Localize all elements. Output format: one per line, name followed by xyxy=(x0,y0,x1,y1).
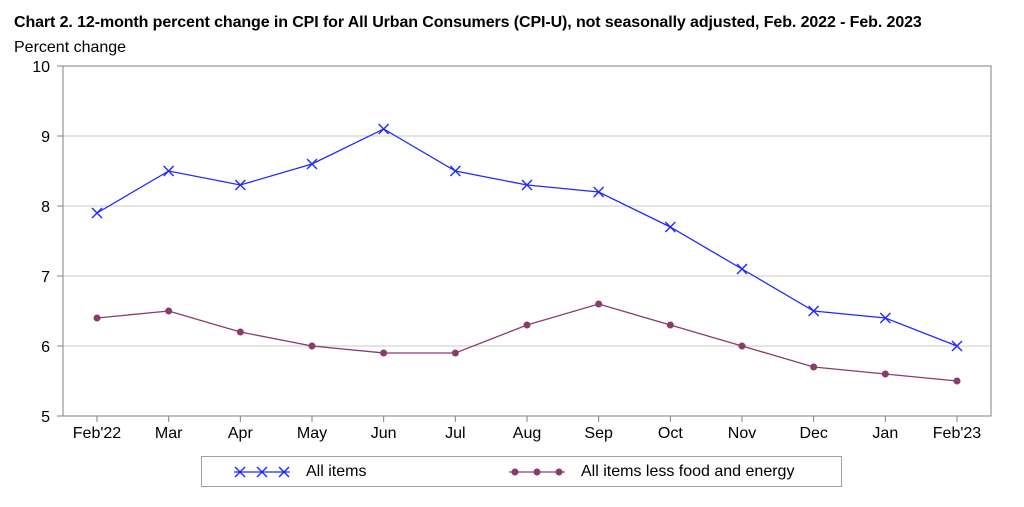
x-tick-label: Feb'22 xyxy=(73,425,122,442)
data-point-all-items xyxy=(306,158,318,170)
series-line-core xyxy=(96,303,958,382)
data-point-core xyxy=(666,321,674,329)
data-point-all-items xyxy=(808,305,820,317)
data-point-core xyxy=(881,370,889,378)
legend-marker-dot-icon xyxy=(509,468,565,475)
data-point-all-items xyxy=(163,165,175,177)
data-point-all-items xyxy=(593,186,605,198)
legend: All items All items less food and energy xyxy=(201,456,842,487)
data-point-core xyxy=(738,342,746,350)
series-line-all-items xyxy=(96,128,958,347)
x-tick-label: Jul xyxy=(445,425,465,442)
y-axis-label: Percent change xyxy=(14,39,127,56)
data-point-core xyxy=(523,321,531,329)
legend-marker xyxy=(533,468,541,475)
y-tick-label: 8 xyxy=(41,199,50,216)
x-tick-label: Jan xyxy=(872,425,898,442)
legend-marker xyxy=(256,466,268,477)
legend-marker xyxy=(511,468,519,475)
y-tick-label: 6 xyxy=(41,339,50,356)
legend-marker-x-icon xyxy=(234,466,290,477)
x-tick-label: Jun xyxy=(371,425,397,442)
data-point-core xyxy=(953,377,961,385)
legend-marker xyxy=(234,466,246,477)
data-point-all-items xyxy=(951,340,963,352)
data-point-all-items xyxy=(449,165,461,177)
x-tick-label: Nov xyxy=(728,425,756,442)
data-point-core xyxy=(380,349,388,357)
data-point-core xyxy=(93,314,101,322)
y-tick-label: 9 xyxy=(41,129,50,146)
data-point-core xyxy=(165,307,173,315)
y-tick-label: 5 xyxy=(41,409,50,426)
x-tick-label: Oct xyxy=(658,425,683,442)
data-point-all-items xyxy=(234,179,246,191)
x-tick-label: May xyxy=(297,425,327,442)
data-point-core xyxy=(236,328,244,336)
y-tick-label: 10 xyxy=(32,59,50,76)
legend-item-all-items: All items xyxy=(232,457,366,486)
data-point-core xyxy=(595,300,603,308)
x-tick-label: Apr xyxy=(228,425,254,442)
data-point-core xyxy=(810,363,818,371)
data-point-all-items xyxy=(736,263,748,275)
legend-marker xyxy=(278,466,290,477)
legend-label-core: All items less food and energy xyxy=(581,462,795,480)
legend-item-core: All items less food and energy xyxy=(507,457,794,486)
legend-marker xyxy=(555,468,563,475)
data-point-all-items xyxy=(521,179,533,191)
data-point-core xyxy=(451,349,459,357)
legend-label-all-items: All items xyxy=(306,462,367,480)
y-tick-label: 7 xyxy=(41,269,50,286)
data-point-core xyxy=(308,342,316,350)
data-point-all-items xyxy=(91,207,103,219)
x-tick-label: Aug xyxy=(513,425,541,442)
x-tick-label: Dec xyxy=(799,425,827,442)
data-point-all-items xyxy=(664,221,676,233)
x-tick-label: Feb'23 xyxy=(933,425,982,442)
x-tick-label: Mar xyxy=(155,425,183,442)
data-point-all-items xyxy=(378,123,390,135)
chart-title: Chart 2. 12-month percent change in CPI … xyxy=(14,14,922,31)
plot-frame xyxy=(62,65,992,417)
data-point-all-items xyxy=(879,312,891,324)
x-tick-label: Sep xyxy=(584,425,613,442)
